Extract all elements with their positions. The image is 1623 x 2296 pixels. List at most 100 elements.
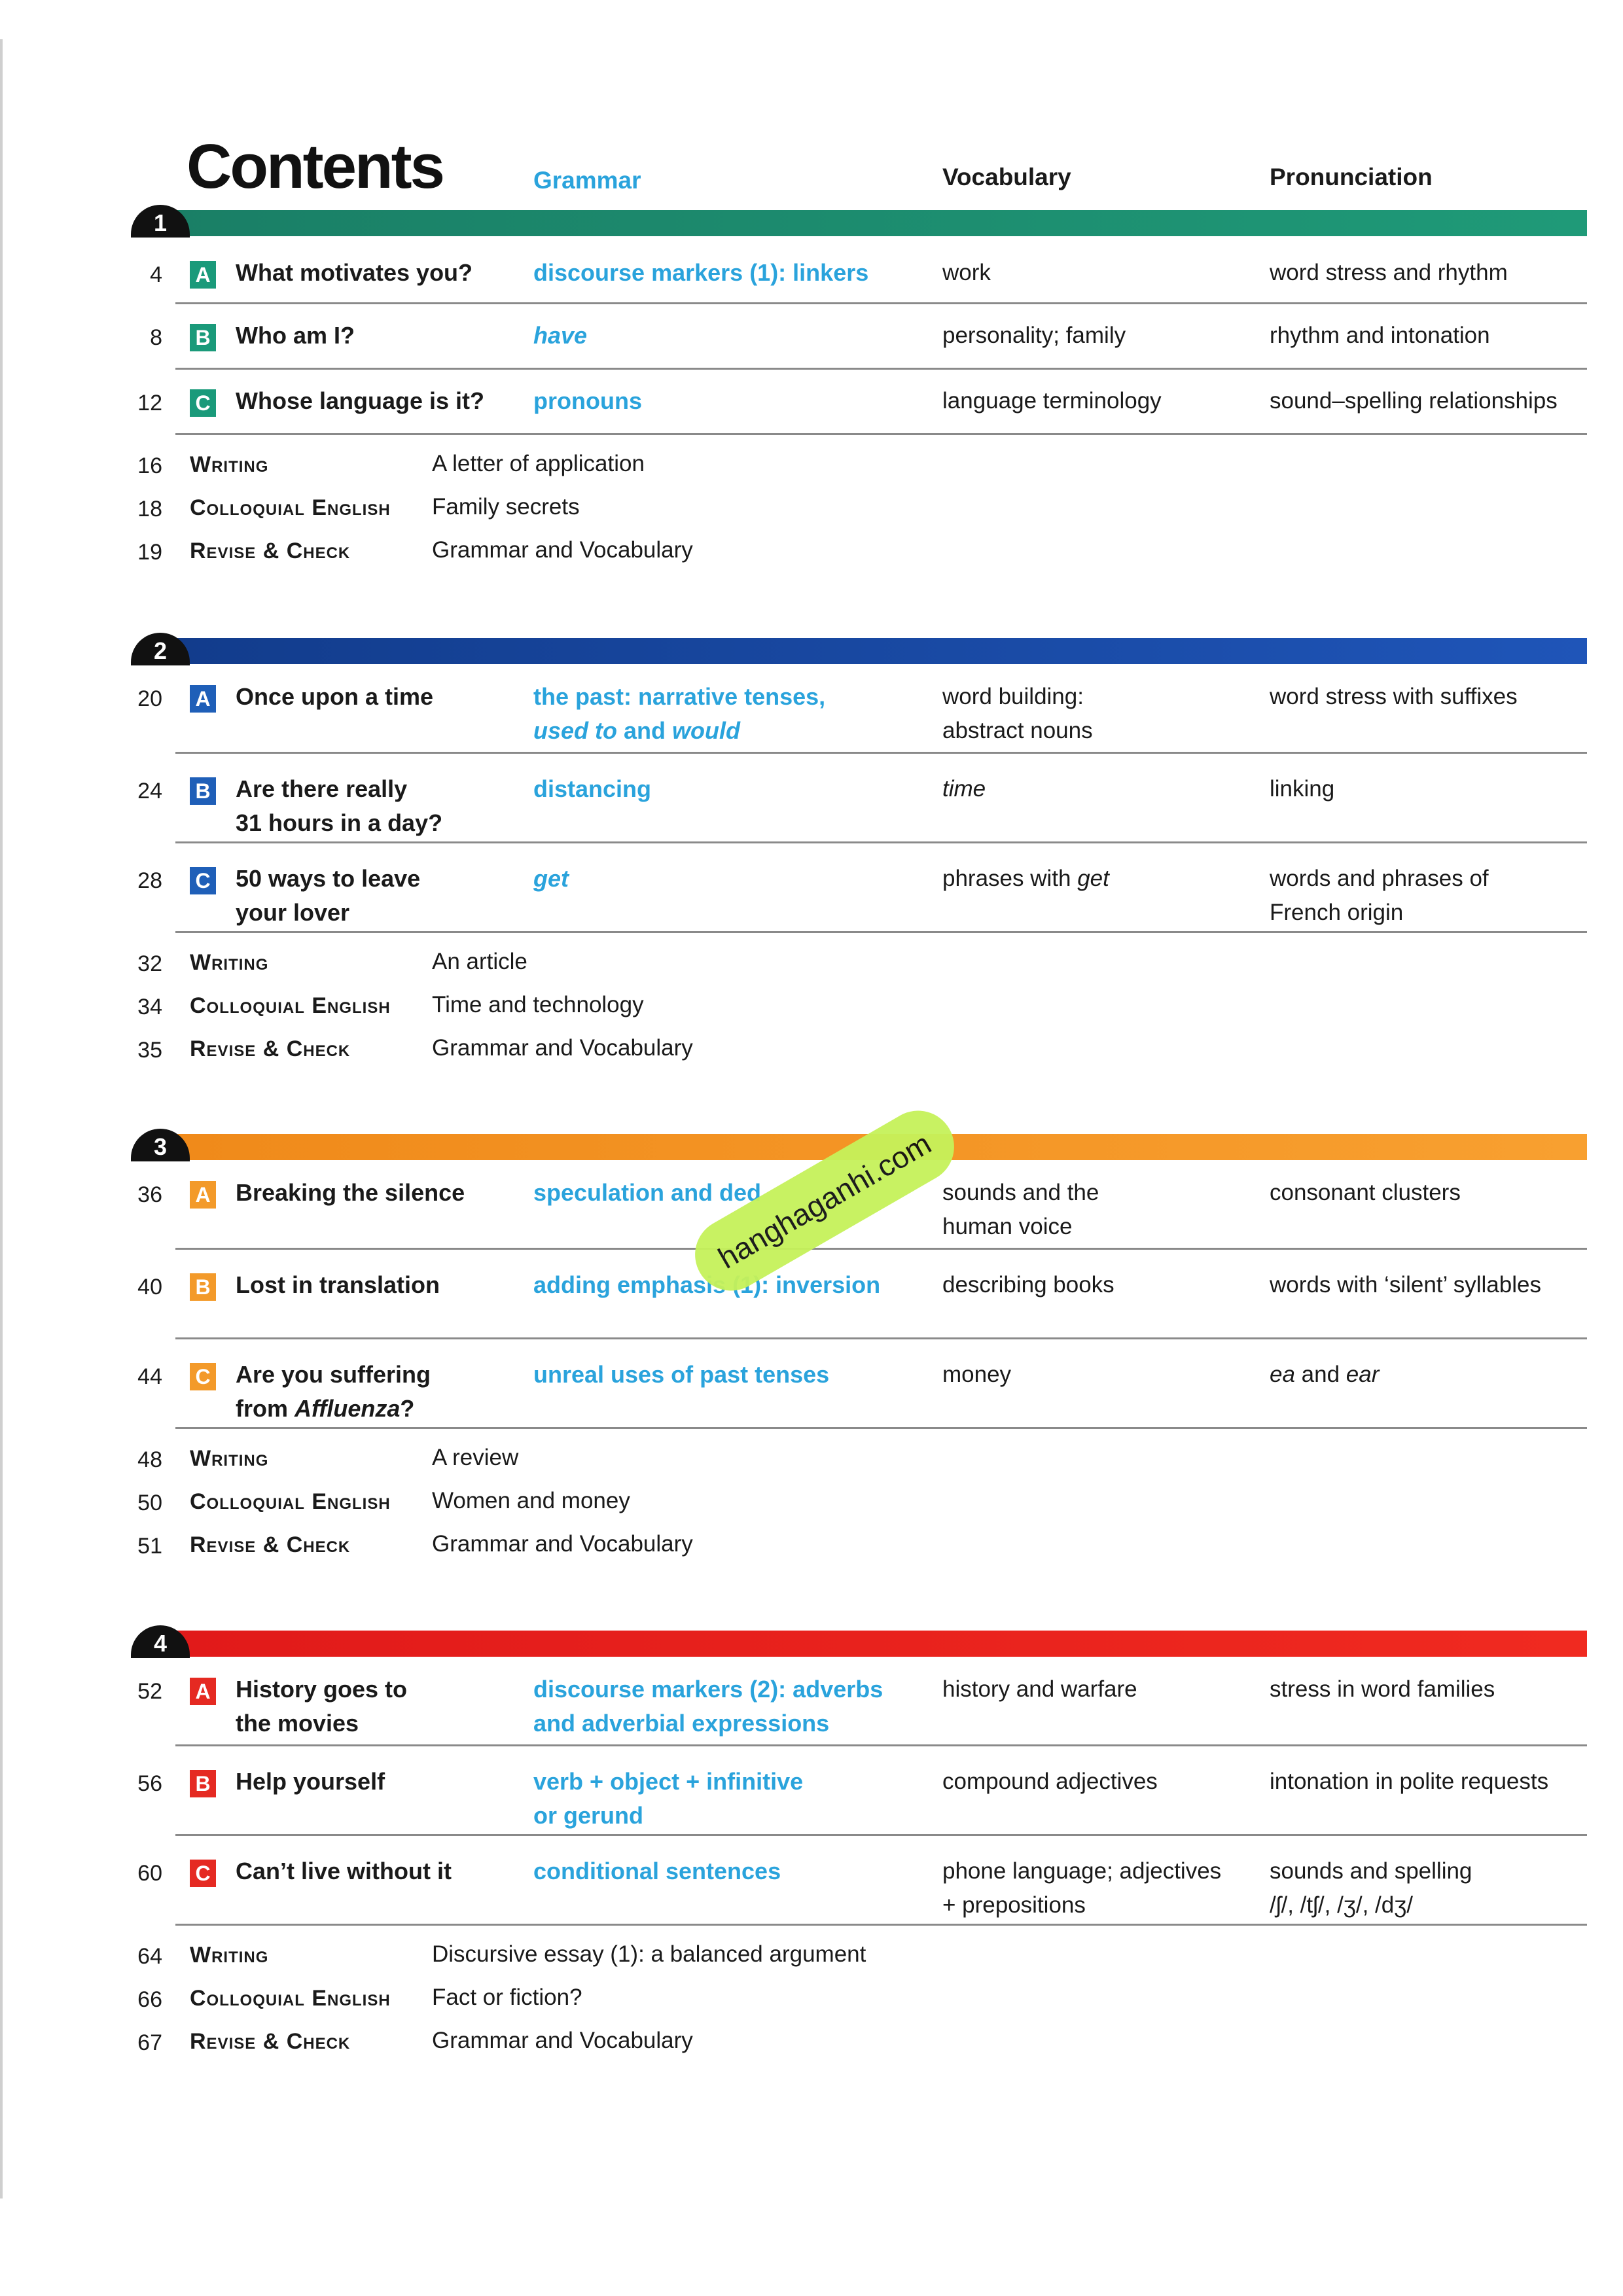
lesson-letter-badge: A bbox=[190, 1181, 216, 1209]
pronunciation-topic: word stress with suffixes bbox=[1270, 680, 1584, 714]
lesson-row[interactable]: 44 C Are you suffering from Affluenza? unrea… bbox=[0, 1339, 1623, 1429]
extra-label[interactable]: Colloquial English bbox=[190, 1986, 391, 2011]
text-segment: Can’t live without it bbox=[236, 1858, 452, 1884]
extra-label[interactable]: Revise & Check bbox=[190, 539, 351, 563]
text-segment: history and warfare bbox=[942, 1676, 1137, 1702]
extra-label[interactable]: Writing bbox=[190, 950, 269, 975]
italic-text: have bbox=[533, 322, 588, 349]
row-divider bbox=[175, 752, 1587, 754]
lesson-title[interactable]: Whose language is it? bbox=[236, 384, 524, 418]
pronunciation-topic: rhythm and intonation bbox=[1270, 319, 1584, 353]
italic-text: time bbox=[942, 776, 986, 802]
unit-section-4: 4 52 A History goes to the movies discourse m… bbox=[0, 1625, 1623, 2064]
lesson-row[interactable]: 36 A Breaking the silence speculation and d… bbox=[0, 1161, 1623, 1250]
text-segment: money bbox=[942, 1362, 1012, 1387]
page-number: 64 bbox=[137, 1944, 162, 1969]
lesson-title[interactable]: Help yourself bbox=[236, 1765, 524, 1799]
extras-spacer bbox=[0, 1926, 1623, 1935]
text-segment: describing books bbox=[942, 1272, 1115, 1298]
extra-item[interactable]: 19 Revise & Check Grammar and Vocabulary bbox=[0, 531, 1623, 574]
extra-label[interactable]: Colloquial English bbox=[190, 1489, 391, 1514]
lesson-row[interactable]: 60 C Can’t live without it conditional sent… bbox=[0, 1836, 1623, 1926]
text-segment: Who am I? bbox=[236, 322, 355, 349]
lesson-title[interactable]: 50 ways to leave your lover bbox=[236, 862, 524, 930]
extra-label[interactable]: Writing bbox=[190, 1446, 269, 1471]
extra-label[interactable]: Revise & Check bbox=[190, 1036, 351, 1061]
extra-label[interactable]: Writing bbox=[190, 452, 269, 477]
extras-spacer bbox=[0, 933, 1623, 942]
page-number: 20 bbox=[137, 686, 162, 711]
extra-label[interactable]: Revise & Check bbox=[190, 1532, 351, 1557]
lesson-letter-badge: B bbox=[190, 1770, 216, 1797]
vocabulary-topic: describing books bbox=[942, 1268, 1257, 1302]
lesson-row[interactable]: 40 B Lost in translation adding emphasis (1… bbox=[0, 1250, 1623, 1339]
text-segment: sound–spelling relationships bbox=[1270, 388, 1558, 414]
lesson-title[interactable]: Can’t live without it bbox=[236, 1854, 524, 1888]
extra-label[interactable]: Colloquial English bbox=[190, 993, 391, 1018]
page-number: 19 bbox=[137, 540, 162, 565]
lesson-row[interactable]: 8 B Who am I? have personality; family rhythm… bbox=[0, 304, 1623, 370]
lesson-title[interactable]: Lost in translation bbox=[236, 1268, 524, 1302]
lesson-title[interactable]: Who am I? bbox=[236, 319, 524, 353]
page-number: 51 bbox=[137, 1534, 162, 1559]
page-number: 4 bbox=[150, 262, 162, 287]
extra-item[interactable]: 18 Colloquial English Family secrets bbox=[0, 487, 1623, 531]
vocabulary-topic: time bbox=[942, 772, 1257, 806]
grammar-topic: discourse markers (1): linkers bbox=[533, 256, 926, 290]
text-segment: compound adjectives bbox=[942, 1769, 1158, 1794]
extra-item[interactable]: 64 Writing Discursive essay (1): a balance… bbox=[0, 1935, 1623, 1978]
row-divider bbox=[175, 1427, 1587, 1429]
extra-item[interactable]: 48 Writing A review bbox=[0, 1438, 1623, 1481]
extra-item[interactable]: 67 Revise & Check Grammar and Vocabulary bbox=[0, 2021, 1623, 2064]
extra-item[interactable]: 16 Writing A letter of application bbox=[0, 444, 1623, 487]
text-segment: conditional sentences bbox=[533, 1858, 781, 1884]
row-divider bbox=[175, 931, 1587, 933]
lesson-row[interactable]: 28 C 50 ways to leave your lover get phrases … bbox=[0, 843, 1623, 933]
page-number: 32 bbox=[137, 951, 162, 976]
page-number: 34 bbox=[137, 995, 162, 1019]
pronunciation-topic: words with ‘silent’ syllables bbox=[1270, 1268, 1584, 1302]
extra-description: Family secrets bbox=[432, 494, 580, 520]
extra-label[interactable]: Writing bbox=[190, 1943, 269, 1968]
lesson-title[interactable]: Once upon a time bbox=[236, 680, 524, 714]
text-segment: Lost in translation bbox=[236, 1271, 440, 1298]
lesson-title[interactable]: Breaking the silence bbox=[236, 1176, 524, 1210]
lesson-row[interactable]: 12 C Whose language is it? pronouns language… bbox=[0, 370, 1623, 435]
lesson-title[interactable]: Are there really 31 hours in a day? bbox=[236, 772, 524, 840]
italic-text: ea bbox=[1270, 1362, 1295, 1387]
pronunciation-topic: word stress and rhythm bbox=[1270, 256, 1584, 290]
lesson-row[interactable]: 20 A Once upon a time the past: narrative t… bbox=[0, 665, 1623, 754]
lesson-row[interactable]: 24 B Are there really 31 hours in a day? dis… bbox=[0, 754, 1623, 843]
extra-item[interactable]: 32 Writing An article bbox=[0, 942, 1623, 985]
lesson-title[interactable]: Are you suffering from Affluenza? bbox=[236, 1358, 524, 1426]
extra-label[interactable]: Revise & Check bbox=[190, 2029, 351, 2054]
italic-text: would bbox=[672, 717, 741, 744]
text-segment: verb + object + infinitive bbox=[533, 1768, 804, 1795]
extra-item[interactable]: 34 Colloquial English Time and technology bbox=[0, 985, 1623, 1029]
extra-item[interactable]: 51 Revise & Check Grammar and Vocabulary bbox=[0, 1525, 1623, 1568]
extra-item[interactable]: 50 Colloquial English Women and money bbox=[0, 1481, 1623, 1525]
unit-header-band: 1 bbox=[0, 205, 1623, 238]
text-segment: and adverbial expressions bbox=[533, 1710, 830, 1737]
unit-header-band: 3 bbox=[0, 1129, 1623, 1161]
italic-text: Affluenza bbox=[294, 1395, 401, 1422]
vocabulary-topic: compound adjectives bbox=[942, 1765, 1257, 1799]
lesson-row[interactable]: 4 A What motivates you? discourse markers (… bbox=[0, 238, 1623, 304]
page-number: 60 bbox=[137, 1861, 162, 1886]
lesson-letter-badge: C bbox=[190, 389, 216, 417]
vocabulary-topic: sounds and the human voice bbox=[942, 1176, 1257, 1244]
vocabulary-topic: phone language; adjectives + prepositions bbox=[942, 1854, 1257, 1922]
lesson-row[interactable]: 56 B Help yourself verb + object + infiniti… bbox=[0, 1746, 1623, 1836]
extra-item[interactable]: 35 Revise & Check Grammar and Vocabulary bbox=[0, 1029, 1623, 1072]
extra-item[interactable]: 66 Colloquial English Fact or fiction? bbox=[0, 1978, 1623, 2021]
text-segment: History goes to bbox=[236, 1676, 408, 1703]
lesson-title[interactable]: What motivates you? bbox=[236, 256, 524, 290]
text-segment: intonation in polite requests bbox=[1270, 1769, 1549, 1794]
extra-description: Grammar and Vocabulary bbox=[432, 537, 693, 563]
text-segment: 50 ways to leave bbox=[236, 865, 421, 892]
lesson-title[interactable]: History goes to the movies bbox=[236, 1672, 524, 1740]
extra-label[interactable]: Colloquial English bbox=[190, 495, 391, 520]
text-segment: the movies bbox=[236, 1710, 359, 1737]
lesson-row[interactable]: 52 A History goes to the movies discourse ma… bbox=[0, 1658, 1623, 1746]
extras-spacer bbox=[0, 435, 1623, 444]
